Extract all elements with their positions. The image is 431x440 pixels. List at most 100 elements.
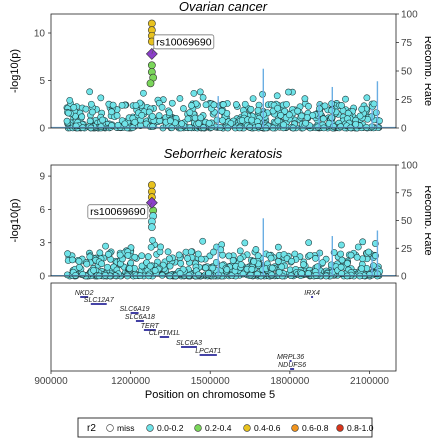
snp-point: [89, 108, 96, 116]
snp-point: [236, 247, 244, 255]
snp-point: [118, 101, 126, 109]
snp-point: [278, 263, 286, 271]
ld-snp-point: [147, 223, 156, 232]
snp-point: [176, 95, 184, 102]
snp-point: [337, 123, 345, 131]
recombination-rate: [51, 68, 396, 128]
snp-point: [219, 117, 226, 124]
snp-point: [158, 104, 166, 111]
snp-point: [168, 99, 176, 107]
snp-point: [229, 257, 237, 264]
snp-point: [184, 254, 191, 262]
snp-point: [149, 236, 156, 244]
snp-point: [191, 114, 199, 122]
snp-point: [250, 258, 258, 265]
snp-point: [209, 264, 216, 272]
plot-frame: [50, 164, 397, 277]
gene-label: SLC6A19: [120, 306, 150, 313]
y-right-tick-label: 25: [401, 95, 413, 106]
snp-point: [64, 250, 71, 258]
snp-point: [194, 250, 202, 258]
snp-point: [358, 265, 365, 272]
y-right-axis-label: Recomb. Rate: [422, 185, 431, 255]
snp-point: [127, 259, 135, 267]
snp-point: [190, 89, 198, 97]
snp-point: [166, 109, 173, 117]
legend-box: [77, 417, 373, 438]
snp-point: [302, 119, 310, 127]
snp-point: [294, 107, 301, 115]
snp-point: [319, 259, 326, 266]
snp-point: [184, 115, 192, 123]
snp-point: [131, 253, 139, 261]
legend-swatch: [146, 424, 154, 432]
snp-point: [138, 262, 146, 270]
snp-point: [178, 120, 186, 128]
ld-snp-point: [146, 79, 155, 88]
snp-point: [186, 109, 194, 116]
snp-point: [202, 264, 210, 272]
gene-track-frame: [50, 282, 397, 372]
snp-point: [372, 109, 380, 116]
snp-point: [241, 239, 249, 247]
snp-point: [144, 253, 152, 261]
snp-point: [338, 102, 345, 109]
snp-point: [338, 241, 345, 249]
gene-label: IRX4: [304, 290, 320, 297]
y-right-axis-label: Recomb. Rate: [422, 36, 431, 106]
snp-point: [146, 262, 154, 270]
snp-point: [347, 251, 355, 259]
lead-snp-label-box: [153, 34, 215, 50]
snp-point: [86, 117, 94, 125]
snp-point: [254, 106, 262, 114]
snp-point: [86, 88, 94, 96]
snp-point: [277, 111, 285, 119]
snp-point: [98, 260, 106, 268]
x-tick-label: 1200000: [111, 376, 150, 387]
snp-point: [69, 256, 76, 264]
legend-swatch: [194, 424, 202, 432]
snp-point: [254, 123, 262, 130]
snp-point: [149, 123, 156, 131]
snp-point: [330, 122, 337, 130]
legend-title: r2: [87, 423, 96, 434]
lead-snp-label-box: [87, 204, 149, 220]
snp-point: [138, 111, 146, 119]
snp-point: [303, 114, 311, 121]
snp-point: [126, 265, 133, 272]
snp-point: [225, 252, 233, 260]
snp-point: [87, 100, 95, 108]
background-snp-cloud: [63, 236, 384, 280]
legend-item-label: miss: [117, 423, 134, 433]
snp-point: [155, 112, 163, 120]
snp-point: [199, 94, 207, 101]
snp-point: [359, 238, 367, 246]
snp-point: [273, 92, 281, 100]
snp-point: [63, 117, 71, 125]
y-tick-label: 0: [39, 124, 45, 135]
snp-point: [187, 248, 195, 256]
snp-point: [132, 102, 140, 109]
snp-point: [97, 94, 105, 102]
snp-point: [232, 101, 240, 108]
snp-point: [337, 263, 345, 271]
legend-item-label: 0.4-0.6: [254, 423, 281, 433]
recombination-rate: [51, 218, 396, 276]
snp-point: [275, 268, 283, 276]
gene-label: MRPL36: [277, 354, 304, 361]
snp-point: [218, 107, 226, 115]
panel-title: Seborrheic keratosis: [164, 146, 283, 161]
snp-point: [86, 253, 94, 261]
snp-point: [337, 250, 345, 258]
gene-label: SLC6A18: [125, 314, 155, 321]
snp-point: [254, 252, 262, 260]
snp-point: [210, 101, 218, 109]
x-tick-label: 1800000: [270, 376, 309, 387]
snp-point: [247, 105, 255, 113]
x-tick-label: 2100000: [350, 376, 389, 387]
x-tick-label: 900000: [34, 376, 68, 387]
y-axis-label: -log10(p): [9, 198, 21, 242]
snp-point: [259, 90, 266, 98]
